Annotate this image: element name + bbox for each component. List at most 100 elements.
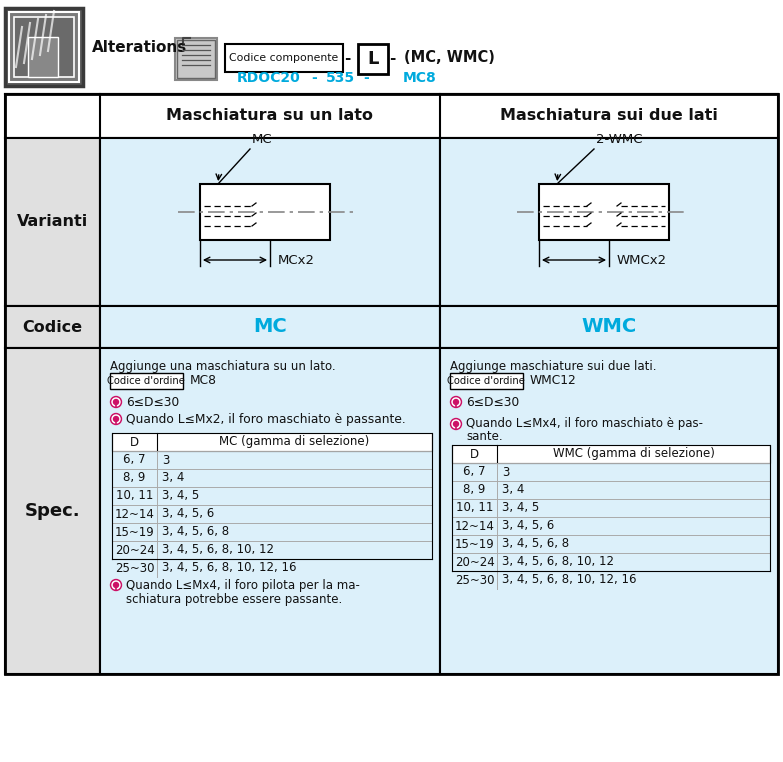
Circle shape — [114, 582, 118, 588]
Text: 3: 3 — [162, 453, 169, 466]
Text: schiatura potrebbe essere passante.: schiatura potrebbe essere passante. — [126, 593, 342, 606]
Bar — [9, 12, 79, 82]
Bar — [450, 373, 523, 389]
Text: 20~24: 20~24 — [114, 543, 154, 556]
Bar — [112, 433, 432, 451]
Bar — [0, 0, 783, 94]
Text: 10, 11: 10, 11 — [456, 501, 493, 514]
Text: 8, 9: 8, 9 — [464, 484, 485, 497]
Bar — [5, 138, 100, 306]
Circle shape — [450, 396, 461, 408]
Text: 25~30: 25~30 — [115, 562, 154, 575]
Bar — [440, 306, 778, 348]
Text: 12~14: 12~14 — [114, 507, 154, 520]
Text: 3, 4, 5, 6, 8: 3, 4, 5, 6, 8 — [162, 526, 229, 539]
Bar — [5, 8, 83, 86]
Text: MC8: MC8 — [403, 71, 437, 85]
Text: Alterations: Alterations — [92, 40, 187, 55]
Text: WMCx2: WMCx2 — [617, 254, 667, 267]
Bar — [177, 40, 215, 78]
Circle shape — [112, 581, 120, 589]
Text: 15~19: 15~19 — [114, 526, 154, 539]
Text: MC: MC — [253, 318, 287, 337]
Circle shape — [112, 415, 120, 423]
Circle shape — [452, 420, 460, 428]
Bar — [452, 445, 770, 463]
Bar — [440, 348, 778, 674]
Text: D: D — [130, 436, 139, 449]
Text: Codice: Codice — [23, 319, 82, 335]
Circle shape — [453, 399, 459, 405]
Text: (MC, WMC): (MC, WMC) — [404, 50, 495, 66]
Text: 6, 7: 6, 7 — [464, 466, 485, 479]
Circle shape — [452, 398, 460, 406]
Text: Maschiatura su un lato: Maschiatura su un lato — [167, 108, 373, 123]
Text: 6, 7: 6, 7 — [123, 453, 146, 466]
Bar — [440, 138, 778, 306]
Text: Spec.: Spec. — [25, 502, 81, 520]
Text: -: - — [344, 50, 350, 66]
Text: Quando L≤Mx2, il foro maschiato è passante.: Quando L≤Mx2, il foro maschiato è passan… — [126, 412, 406, 425]
Text: Codice d'ordine: Codice d'ordine — [447, 376, 525, 386]
Text: 6≤D≤30: 6≤D≤30 — [126, 395, 179, 408]
Text: 15~19: 15~19 — [455, 537, 494, 550]
Circle shape — [450, 418, 461, 430]
Text: Codice d'ordine: Codice d'ordine — [107, 376, 185, 386]
Text: 3, 4, 5, 6, 8: 3, 4, 5, 6, 8 — [502, 537, 569, 550]
Text: 535: 535 — [326, 71, 355, 85]
Text: 3, 4, 5, 6, 8, 10, 12, 16: 3, 4, 5, 6, 8, 10, 12, 16 — [162, 562, 297, 575]
Text: 12~14: 12~14 — [455, 520, 494, 533]
Bar — [5, 348, 100, 674]
Text: MCx2: MCx2 — [278, 254, 315, 267]
Bar — [175, 38, 217, 80]
Bar — [100, 348, 440, 674]
Text: WMC: WMC — [581, 318, 637, 337]
Text: 8, 9: 8, 9 — [123, 472, 146, 485]
Text: 10, 11: 10, 11 — [116, 489, 153, 502]
Text: 3, 4: 3, 4 — [162, 472, 184, 485]
Bar — [200, 184, 330, 240]
Bar — [5, 94, 778, 138]
Text: 20~24: 20~24 — [455, 555, 494, 568]
Text: D: D — [470, 447, 479, 460]
Circle shape — [114, 417, 118, 421]
Text: 3, 4, 5, 6, 8, 10, 12, 16: 3, 4, 5, 6, 8, 10, 12, 16 — [502, 574, 637, 587]
Text: 3, 4, 5, 6: 3, 4, 5, 6 — [162, 507, 215, 520]
Text: Aggiunge maschiature sui due lati.: Aggiunge maschiature sui due lati. — [450, 360, 656, 373]
Bar — [5, 306, 100, 348]
Text: -: - — [363, 71, 369, 85]
Text: sante.: sante. — [466, 430, 503, 443]
Text: Codice componente: Codice componente — [229, 53, 338, 63]
Circle shape — [453, 421, 459, 427]
Text: 3: 3 — [502, 466, 510, 479]
Text: 3, 4, 5: 3, 4, 5 — [162, 489, 199, 502]
Text: 3, 4, 5, 6: 3, 4, 5, 6 — [502, 520, 554, 533]
Bar — [110, 373, 183, 389]
Circle shape — [110, 414, 121, 424]
Text: Quando L≤Mx4, il foro maschiato è pas-: Quando L≤Mx4, il foro maschiato è pas- — [466, 417, 703, 430]
Text: MC: MC — [252, 133, 272, 146]
Text: 2-WMC: 2-WMC — [596, 133, 643, 146]
Text: WMC12: WMC12 — [530, 374, 577, 388]
Text: MC8: MC8 — [190, 374, 217, 388]
Text: -: - — [311, 71, 317, 85]
Text: Quando L≤Mx4, il foro pilota per la ma-: Quando L≤Mx4, il foro pilota per la ma- — [126, 579, 360, 592]
Text: 3, 4, 5, 6, 8, 10, 12: 3, 4, 5, 6, 8, 10, 12 — [502, 555, 614, 568]
Text: RDOC20: RDOC20 — [237, 71, 301, 85]
Bar — [358, 44, 388, 74]
Bar — [28, 37, 58, 77]
Bar — [100, 306, 440, 348]
Circle shape — [110, 396, 121, 408]
Text: L: L — [367, 50, 379, 68]
Bar — [100, 138, 440, 306]
Text: 3, 4, 5, 6, 8, 10, 12: 3, 4, 5, 6, 8, 10, 12 — [162, 543, 274, 556]
Text: 25~30: 25~30 — [455, 574, 494, 587]
Text: MC (gamma di selezione): MC (gamma di selezione) — [219, 436, 370, 449]
Bar — [14, 17, 74, 77]
Text: Varianti: Varianti — [17, 214, 88, 229]
Text: Maschiatura sui due lati: Maschiatura sui due lati — [500, 108, 718, 123]
Text: WMC (gamma di selezione): WMC (gamma di selezione) — [553, 447, 714, 460]
Circle shape — [110, 579, 121, 591]
Bar — [5, 94, 778, 674]
Bar — [539, 184, 669, 240]
